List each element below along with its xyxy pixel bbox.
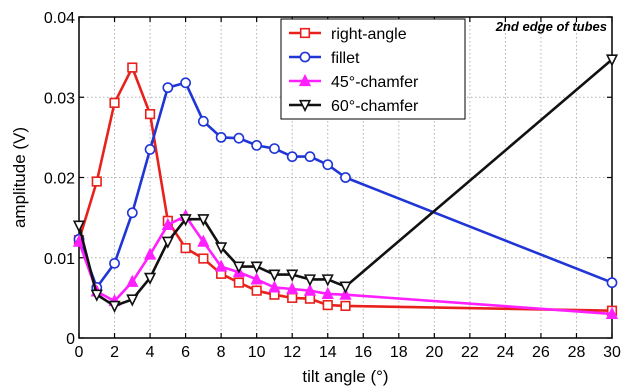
x-axis-label: tilt angle (°) [302,367,388,386]
y-axis-label: amplitude (V) [10,127,29,228]
data-point [161,217,174,230]
y-tick-label: 0.04 [44,10,75,27]
series-layer [72,54,619,320]
data-point [215,259,228,272]
y-tick-label: 0.03 [44,90,75,107]
x-tick-label: 2 [110,344,119,361]
data-point [109,97,120,108]
data-point [340,172,351,183]
data-point [127,62,138,73]
data-point [72,234,86,247]
x-tick-label: 20 [425,344,443,361]
legend-swatch-marker [299,27,311,39]
y-tick-label: 0 [66,331,75,348]
data-point [197,214,210,227]
data-point [339,281,352,294]
data-point [268,280,281,293]
legend-entry: 45°-chamfer [289,73,419,91]
data-point [161,236,174,249]
data-point [126,274,139,287]
data-point [303,283,317,296]
x-tick-label: 0 [75,344,84,361]
data-point [233,132,245,144]
data-point [322,299,333,311]
x-tick-label: 26 [532,344,550,361]
x-tick-label: 22 [461,344,479,361]
x-tick-label: 30 [603,344,621,361]
data-point [144,144,156,155]
data-point [304,151,316,163]
data-point [72,220,86,233]
data-point [286,151,298,163]
data-point [251,139,263,151]
legend-entry: right-angle [289,26,407,43]
legend-label: 60°-chamfer [331,98,419,115]
legend-swatch-marker [298,99,312,113]
data-point [233,277,245,288]
data-point [179,214,192,227]
data-point [143,247,157,260]
data-point [126,207,138,219]
x-tick-label: 8 [217,344,226,361]
y-tick-label: 0.01 [44,251,75,268]
data-point [250,261,263,274]
data-point [197,115,209,127]
data-point [251,285,262,296]
x-tick-label: 24 [497,344,515,361]
x-tick-label: 6 [181,344,190,361]
data-point [215,131,227,143]
data-point [180,77,191,89]
legend-swatch-marker [299,51,311,63]
data-point [108,300,121,313]
data-point [286,281,299,295]
data-point [269,143,280,155]
legend-box [280,18,466,120]
data-point [162,82,174,94]
data-point [232,261,245,274]
data-point [250,272,263,285]
data-point [605,306,619,320]
data-point [340,300,351,312]
data-point [215,242,228,255]
data-point [143,272,157,285]
data-point [268,269,281,282]
data-point [109,257,120,269]
legend-entry: 60°-chamfer [289,98,419,115]
data-point [606,277,618,289]
legend-label: 45°-chamfer [331,74,419,91]
x-tick-label: 10 [248,344,266,361]
data-point [90,289,103,302]
data-point [286,269,299,282]
data-point [321,286,334,299]
x-tick-label: 14 [319,344,337,361]
x-tick-label: 18 [390,344,408,361]
axis-ticks: 0 2 4 6 8 10 12 14 16 18 20 22 24 26 28 3000.010.020.03… [44,10,621,361]
y-tick-label: 0.02 [44,171,75,188]
legend-entry: fillet [289,50,360,67]
legend-swatch-marker [298,73,312,87]
data-point [197,234,210,247]
data-point [91,176,102,187]
data-point [180,243,191,254]
data-point [605,54,619,67]
chart-annotation: 2nd edge of tubes [495,19,607,34]
grid-lines [79,17,612,338]
data-point [303,274,317,287]
x-tick-label: 12 [283,344,301,361]
data-point [322,159,334,171]
x-tick-label: 16 [354,344,372,361]
data-point [287,292,298,303]
x-tick-label: 4 [146,344,155,361]
data-point [198,253,209,264]
series-3 [72,54,619,313]
x-tick-label: 28 [568,344,586,361]
data-point [126,294,139,307]
legend-label: fillet [331,50,360,67]
data-point [321,274,334,287]
legend: right-angle fillet 45°-chamfer 60°-chamfer [280,18,466,120]
data-point [144,109,156,120]
data-point [339,287,352,300]
legend-label: right-angle [331,26,407,43]
